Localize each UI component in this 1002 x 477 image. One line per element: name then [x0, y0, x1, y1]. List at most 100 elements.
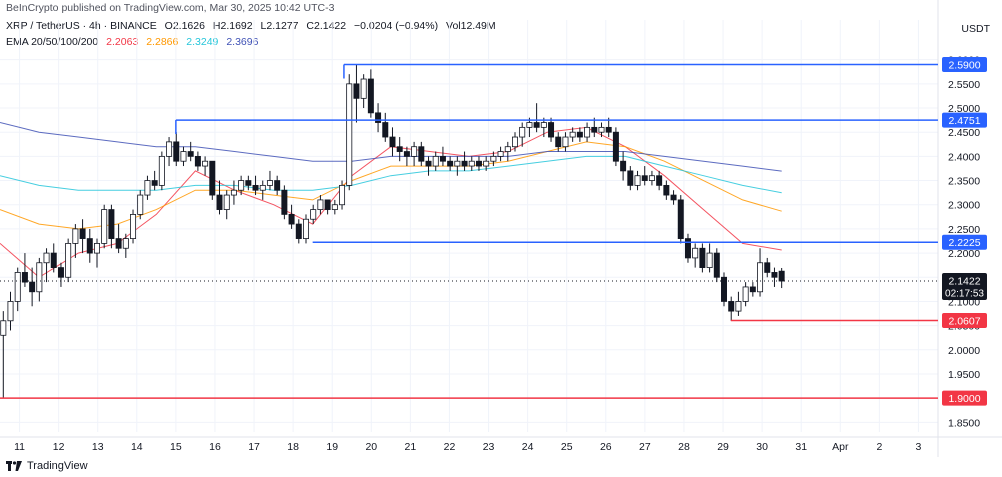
candle-up	[735, 301, 742, 312]
level-price-label: 1.9000	[948, 393, 980, 405]
candle-down	[591, 126, 598, 133]
candle-up	[742, 286, 749, 302]
candle-down	[382, 122, 389, 138]
candle-up	[72, 228, 79, 244]
candle-up	[468, 160, 475, 167]
candle-up	[0, 320, 7, 336]
candle-up	[230, 189, 237, 196]
y-tick-label: 2.3000	[948, 200, 980, 212]
candle-down	[108, 209, 115, 239]
candle-up	[238, 180, 245, 191]
candle-up	[137, 194, 144, 215]
candle-up	[65, 243, 72, 278]
y-tick-label: 2.0000	[948, 345, 980, 357]
candle-up	[634, 175, 641, 186]
candle-down	[29, 281, 36, 293]
ema200-value: 2.3696	[226, 36, 259, 48]
x-tick-label: 25	[561, 441, 573, 453]
candle-up	[346, 83, 353, 186]
candle-down	[418, 146, 425, 162]
candle-down	[447, 160, 454, 167]
ema-legend: EMA 20/50/100/200 2.2063 2.2866 2.3249 2…	[6, 36, 263, 48]
candle-down	[425, 160, 432, 167]
x-tick-label: 19	[326, 441, 338, 453]
ema20-value: 2.2063	[106, 36, 139, 48]
symbol-name: XRP / TetherUS · 4h · BINANCE	[6, 20, 157, 32]
x-tick-label: 21	[405, 441, 417, 453]
candle-up	[180, 151, 187, 162]
candle-down	[576, 131, 583, 138]
candle-up	[562, 136, 569, 148]
y-tick-label: 2.3500	[948, 176, 980, 188]
published-caption: BeInCrypto published on TradingView.com,…	[6, 2, 335, 14]
candle-up	[122, 238, 129, 249]
level-price-tag	[942, 112, 987, 128]
candle-down	[620, 160, 627, 172]
volume-value: Vol12.49M	[446, 20, 496, 32]
x-tick-label: 27	[639, 441, 651, 453]
candle-down	[555, 136, 562, 148]
candle-down	[728, 301, 735, 312]
ema-line-ema20	[0, 126, 782, 278]
candle-down	[187, 151, 194, 157]
candle-up	[339, 184, 346, 206]
x-tick-label: 11	[14, 441, 25, 453]
candle-down	[778, 270, 785, 282]
ema-line-ema100	[0, 155, 782, 194]
candle-up	[317, 199, 324, 210]
candle-up	[266, 180, 273, 186]
candle-up	[411, 146, 418, 157]
candle-up	[202, 160, 209, 167]
change-value: −0.0204 (−0.94%)	[354, 20, 439, 32]
candle-up	[158, 155, 165, 186]
candle-down	[677, 199, 684, 239]
candle-down	[79, 228, 86, 239]
candle-up	[101, 209, 108, 244]
high-value: H2.1692	[212, 20, 253, 32]
candle-down	[216, 194, 223, 210]
x-tick-label: 3	[916, 441, 922, 453]
candle-down	[288, 214, 295, 225]
candle-up	[569, 131, 576, 138]
x-tick-label: 22	[444, 441, 456, 453]
candle-up	[360, 78, 367, 99]
x-tick-label: 31	[795, 441, 807, 453]
x-tick-label: 26	[600, 441, 612, 453]
candle-down	[663, 184, 670, 196]
level-price-tag	[942, 57, 987, 73]
candle-down	[548, 122, 555, 138]
candle-down	[605, 126, 612, 133]
candle-up	[692, 247, 699, 259]
candle-down	[656, 175, 663, 186]
tradingview-logo-icon	[6, 461, 22, 471]
candle-down	[684, 238, 691, 259]
level-price-label: 2.4751	[948, 115, 980, 127]
candle-down	[670, 194, 677, 201]
x-tick-label: 14	[131, 441, 143, 453]
candle-up	[93, 243, 100, 254]
candle-down	[353, 83, 360, 99]
level-price-label: 2.2225	[948, 237, 980, 249]
candle-up	[310, 209, 317, 220]
candle-up	[584, 126, 591, 138]
candle-up	[43, 252, 50, 264]
candle-down	[245, 180, 252, 186]
y-tick-label: 1.9500	[948, 369, 980, 381]
y-tick-label: 2.4500	[948, 127, 980, 139]
candle-down	[627, 170, 634, 186]
candle-up	[223, 194, 230, 210]
candle-up	[757, 262, 764, 293]
x-tick-label: Apr	[832, 441, 849, 453]
candle-down	[396, 146, 403, 152]
candle-up	[7, 301, 14, 322]
candle-down	[50, 252, 57, 268]
level-price-label: 2.5900	[948, 60, 980, 72]
candle-down	[274, 180, 281, 191]
symbol-header: XRP / TetherUS · 4h · BINANCE O2.1626 H2…	[6, 20, 501, 32]
candle-down	[771, 272, 778, 278]
candle-up	[36, 262, 43, 293]
candle-down	[533, 122, 540, 128]
candle-up	[540, 122, 547, 128]
candle-up	[454, 160, 461, 167]
